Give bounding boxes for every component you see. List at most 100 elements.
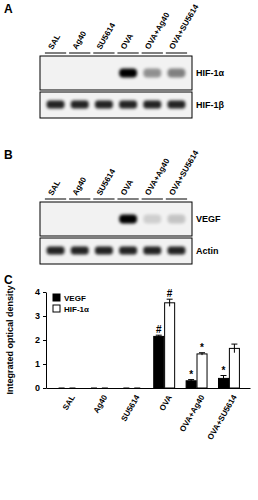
lane-label: OVA [119, 178, 135, 197]
loading-band [47, 101, 65, 109]
tick-mark [43, 340, 46, 341]
lane-label: SU5614 [95, 21, 118, 51]
blot-box [40, 238, 192, 264]
blot-box [40, 202, 192, 236]
loading-band [168, 247, 186, 255]
error-line [169, 299, 170, 306]
row-label: HIF-1β [196, 100, 225, 110]
error-cap [59, 388, 65, 389]
tick-mark [43, 316, 46, 317]
error-bar [102, 388, 108, 389]
bar [197, 354, 207, 388]
loading-band [119, 101, 137, 109]
loading-band [95, 247, 113, 255]
error-line [223, 376, 224, 382]
bar [67, 388, 77, 389]
tick: 3 [35, 311, 46, 321]
lane-line [45, 199, 66, 200]
lane-line [166, 53, 187, 54]
blot-band [119, 69, 137, 78]
bar [132, 388, 142, 389]
tick-label: 4 [35, 287, 40, 297]
lane-line [93, 199, 114, 200]
loading-band [47, 247, 65, 255]
significance-mark: * [200, 342, 204, 353]
y-axis: 01234 [35, 287, 47, 393]
loading-band [143, 101, 161, 109]
tick-label: OVA+SU5614 [206, 393, 239, 442]
error-cap [69, 388, 75, 389]
blot-band [143, 69, 161, 78]
tick: Ag40 [92, 388, 110, 415]
tick-label: OVA [158, 393, 174, 412]
bar [121, 388, 131, 389]
blot-box [40, 56, 192, 90]
axis-line [47, 388, 251, 389]
lane-line [69, 199, 90, 200]
figure: ASALAg40SU5614OVAOVA+Ag40OVA+SU5614HIF-1… [0, 0, 258, 500]
panel-label: A [4, 2, 13, 16]
blot-band [168, 69, 186, 78]
lane-label: Ag40 [71, 29, 89, 51]
error-bar [167, 299, 173, 306]
lane-line [166, 199, 187, 200]
tick-mark [43, 292, 46, 293]
row-label: HIF-1α [196, 68, 225, 78]
tick: SAL [61, 388, 77, 412]
significance-mark: * [189, 369, 193, 380]
lane-label: SAL [46, 179, 62, 197]
bar [89, 388, 99, 389]
row-label: Actin [196, 246, 219, 256]
x-axis: SAL Ag40 SU5614 OVAOVA+Ag40OVA+SU5614 [47, 388, 251, 441]
error-cap [123, 388, 129, 389]
loading-band [71, 247, 89, 255]
tick: OVA+SU5614 [206, 388, 239, 441]
lane-line [45, 53, 66, 54]
bar [154, 336, 164, 388]
error-cap [102, 388, 108, 389]
blot-box [40, 92, 192, 118]
error-bar [123, 388, 129, 389]
tick: SU5614 [119, 388, 142, 423]
legend-label: VEGF [64, 294, 86, 303]
bar [229, 348, 239, 388]
error-cap [134, 388, 140, 389]
error-bar [231, 344, 237, 353]
tick-label: 3 [35, 311, 40, 321]
bar [57, 388, 67, 389]
error-bar [134, 388, 140, 389]
tick-label: SU5614 [119, 393, 142, 423]
lane-label: OVA+SU5614 [167, 148, 200, 197]
significance-mark: * [222, 365, 226, 376]
lane-line [117, 199, 138, 200]
legend-swatch [53, 305, 60, 312]
error-bar [91, 388, 97, 389]
blot-band [168, 215, 186, 224]
blot-panel: ASALAg40SU5614OVAOVA+Ag40OVA+SU5614HIF-1… [4, 2, 225, 118]
tick-label: Ag40 [92, 393, 110, 415]
legend-swatch [53, 294, 60, 301]
tick: OVA [158, 388, 174, 412]
error-bar [199, 353, 205, 355]
tick-mark [43, 388, 46, 389]
lane-line [93, 53, 114, 54]
legend-label: HIF-1α [64, 305, 89, 314]
tick-label: SAL [61, 393, 77, 411]
loading-band [143, 247, 161, 255]
error-cap [231, 344, 237, 345]
tick-label: 1 [35, 359, 40, 369]
error-bar [59, 388, 65, 389]
lane-line [69, 53, 90, 54]
bar [100, 388, 110, 389]
tick: 2 [35, 335, 46, 345]
error-cap [91, 388, 97, 389]
lane-label: SU5614 [95, 167, 118, 197]
tick: OVA+Ag40 [178, 388, 207, 433]
lane-line [142, 199, 163, 200]
loading-band [71, 101, 89, 109]
error-bar [188, 380, 194, 382]
lane-label: SAL [46, 33, 62, 51]
axis-title: Integrated optical density [5, 285, 15, 394]
panel-label: B [4, 148, 13, 162]
significance-mark: # [167, 288, 173, 299]
